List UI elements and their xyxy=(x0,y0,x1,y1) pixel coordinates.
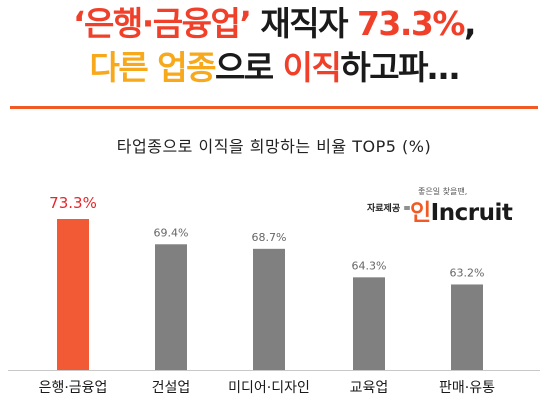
bar-2 xyxy=(155,244,187,370)
headline-other-industry: 다른 업종 xyxy=(89,48,217,87)
logo-text: Incruit xyxy=(430,200,513,226)
category-label-5: 판매·유통 xyxy=(439,380,495,396)
headline-divider xyxy=(10,106,538,109)
chart-title: 타업종으로 이직을 희망하는 비율 TOP5 (%) xyxy=(116,137,432,156)
bar-1 xyxy=(57,219,89,370)
bar-4 xyxy=(353,277,385,370)
category-label-4: 교육업 xyxy=(350,380,389,396)
data-label-2: 69.4% xyxy=(154,226,189,239)
headline-want: 하고파… xyxy=(340,48,460,87)
category-label-2: 건설업 xyxy=(152,380,191,396)
logo-tagline: 좋은일 찾을땐, xyxy=(418,187,468,196)
headline-line-2: 다른 업종으로 이직하고파… xyxy=(0,48,548,88)
data-label-4: 64.3% xyxy=(352,259,387,272)
headline-employees: 재직자 xyxy=(250,4,357,43)
source-label: 자료제공 = xyxy=(367,204,411,214)
headline-comma: , xyxy=(463,4,477,43)
incruit-logo: 인Incruit xyxy=(410,193,513,227)
bar-5 xyxy=(451,284,483,370)
data-label-3: 68.7% xyxy=(252,231,287,244)
bar-3 xyxy=(253,248,285,370)
headline-line-1: ‘은행·금융업’ 재직자 73.3%, xyxy=(0,4,548,44)
headline-to: 으로 xyxy=(214,48,283,87)
logo-prefix: 인 xyxy=(410,200,431,226)
headline-industry: ‘은행·금융업’ xyxy=(72,4,252,43)
data-label-1: 73.3% xyxy=(49,194,97,212)
headline-job-change: 이직 xyxy=(282,48,342,87)
data-label-5: 63.2% xyxy=(450,266,485,279)
category-label-3: 미디어·디자인 xyxy=(228,380,310,396)
category-label-1: 은행·금융업 xyxy=(39,380,108,396)
headline-percentage: 73.3% xyxy=(356,4,466,43)
